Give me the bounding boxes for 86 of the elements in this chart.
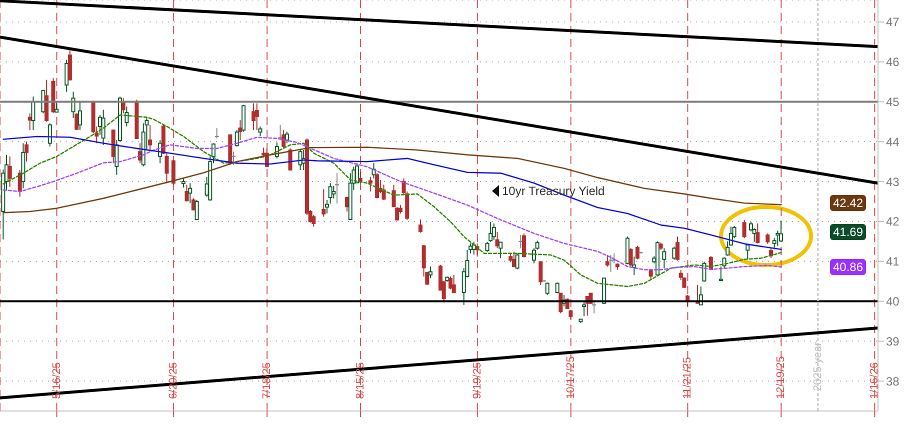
candlestick: [676, 236, 680, 262]
candlestick: [428, 266, 432, 279]
candlestick: [498, 241, 503, 259]
candlestick: [124, 106, 129, 127]
candlestick: [372, 162, 376, 179]
line-series: [2, 136, 782, 250]
candlestick: [418, 218, 422, 234]
x-tick-label: 8/15/25: [354, 362, 367, 399]
candlestick: [522, 232, 526, 258]
candlestick: [31, 96, 36, 131]
x-tick-label: 7/18/25: [261, 362, 274, 399]
candlestick: [184, 184, 189, 202]
candlestick: [382, 184, 386, 200]
y-tick-label: 45: [886, 95, 900, 110]
candlestick: [368, 176, 372, 192]
candlestick: [538, 261, 543, 286]
candlestick: [746, 244, 750, 260]
candlestick: [78, 101, 82, 131]
candlestick: [485, 241, 490, 252]
candlestick: [545, 282, 550, 296]
candlestick: [756, 222, 760, 244]
candlestick: [254, 102, 259, 131]
candlestick: [628, 248, 633, 268]
y-tick-label: 43: [886, 174, 900, 189]
candlestick: [252, 102, 256, 131]
x-tick-label: 5/16/25: [50, 362, 63, 399]
line-series: [2, 136, 782, 270]
candlestick: [322, 188, 326, 218]
candlestick: [452, 274, 456, 294]
candlestick: [238, 120, 242, 141]
candlestick: [611, 252, 617, 264]
y-tick-label: 47: [886, 15, 900, 30]
candlestick: [492, 222, 496, 240]
candlestick: [488, 221, 493, 242]
candlestick: [332, 185, 336, 199]
x-tick-label: 6/20/25: [168, 362, 180, 399]
candlestick: [101, 109, 106, 146]
y-tick-label: 41: [886, 254, 900, 269]
candlestick: [148, 124, 152, 151]
x-tick-label: 1/16/26: [868, 362, 881, 399]
candlestick: [328, 182, 332, 204]
candlestick: [8, 156, 12, 188]
candlestick: [188, 182, 192, 204]
candlestick: [742, 219, 746, 239]
candlestick: [468, 242, 473, 254]
candlestick: [515, 252, 520, 270]
line-series: [2, 146, 782, 214]
y-tick-label: 46: [886, 55, 900, 70]
candlestick: [672, 246, 676, 260]
candlestick: [334, 172, 340, 204]
candlestick: [635, 245, 640, 260]
candlestick: [234, 130, 239, 147]
candlestick: [181, 177, 186, 188]
candlestick: [194, 199, 199, 220]
y-tick-label: 39: [886, 334, 900, 348]
y-tick-label: 40: [886, 294, 900, 309]
candlestick: [448, 276, 453, 290]
annotation: 40.86: [830, 259, 866, 275]
x-tick-label: 11/21/25: [682, 356, 694, 399]
candlestick: [24, 141, 29, 162]
candlestick: [324, 199, 329, 214]
x-tick-label: 10/17/25: [564, 356, 577, 399]
candlestick: [555, 282, 560, 294]
candlestick: [632, 256, 636, 276]
y-tick-label: 44: [886, 134, 900, 149]
y-tick-label: 42: [886, 214, 900, 229]
y-tick-label: 38: [886, 374, 900, 388]
candlestick: [662, 248, 666, 269]
x-tick-label: 12/19/25: [775, 356, 788, 399]
candlestick: [779, 220, 784, 242]
candlestick: [191, 198, 196, 210]
candlestick: [766, 232, 770, 244]
candlestick: [608, 254, 614, 272]
candlestick: [582, 301, 586, 317]
candlestick: [171, 160, 176, 186]
candlestick: [64, 59, 69, 92]
line-series: [2, 114, 782, 288]
candlestick: [258, 126, 262, 137]
annotation: 41.69: [830, 224, 866, 240]
candlestick: [284, 131, 289, 144]
candlestick: [48, 122, 52, 147]
candlestick: [164, 152, 169, 184]
ref-line-label: 2025 year: [812, 342, 824, 391]
candlestick: [718, 266, 723, 282]
annotation: 42.42: [830, 195, 866, 211]
candlestick: [375, 172, 380, 199]
